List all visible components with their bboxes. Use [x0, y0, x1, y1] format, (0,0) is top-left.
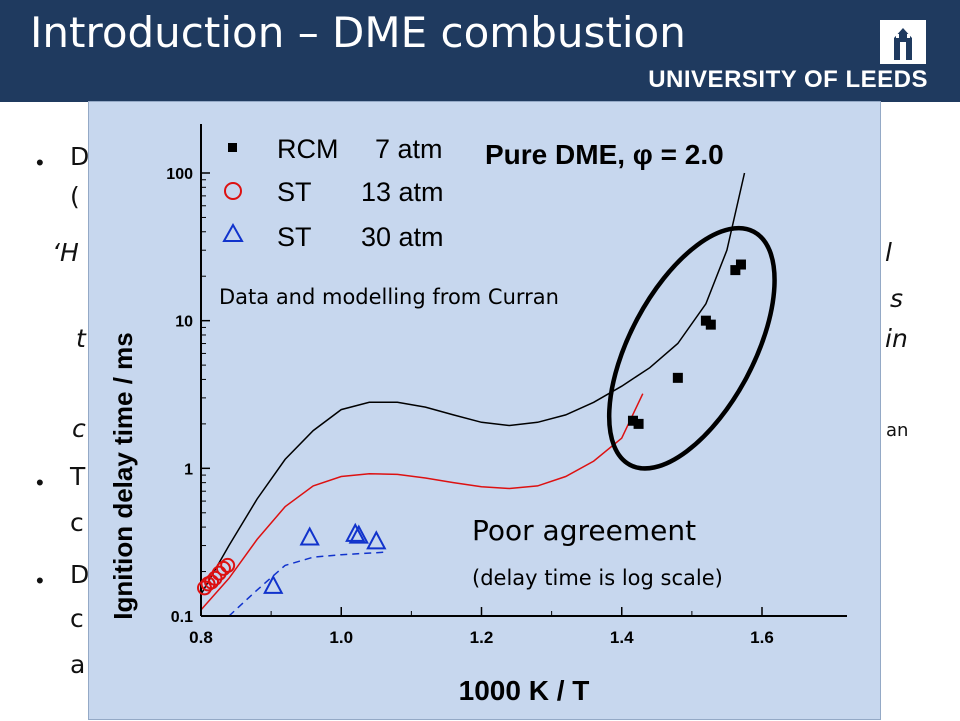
legend-pressure-st13: 13 atm [361, 177, 444, 207]
x-axis-label: 1000 K / T [459, 675, 590, 706]
data-point-st-30atm [345, 522, 366, 542]
legend-marker-rcm [228, 143, 237, 152]
model-curve-1 [200, 393, 644, 611]
chart-panel: 0.8 1.0 1.2 1.4 1.6 0.1 1 10 100 Ignition delay … [88, 101, 881, 720]
bg-text-fragment: in [885, 324, 908, 353]
legend-label-st30: ST [277, 222, 312, 252]
title-bar: Introduction – DME combustion UNIVERSITY… [0, 0, 960, 102]
legend-label-rcm: RCM [277, 134, 339, 164]
data-point-rcm-7atm [672, 372, 683, 383]
bullet-icon: • [36, 568, 44, 593]
data-point-rcm-7atm [627, 415, 638, 426]
data-point-st-30atm [263, 574, 284, 594]
slide-title: Introduction – DME combustion [30, 8, 686, 57]
legend-pressure-st30: 30 atm [361, 222, 444, 252]
data-point-rcm-7atm [633, 418, 644, 429]
bg-text-fragment: c [72, 414, 86, 443]
model-curve-0 [200, 172, 746, 595]
data-point-st-13atm [215, 560, 231, 576]
highlight-ellipse [606, 225, 777, 471]
data-point-rcm-7atm [705, 319, 716, 330]
data-points [197, 259, 746, 596]
ignition-delay-chart: 0.8 1.0 1.2 1.4 1.6 0.1 1 10 100 Ignition delay … [108, 124, 847, 706]
source-annotation: Data and modelling from Curran [219, 285, 559, 309]
data-point-st-30atm [348, 524, 369, 544]
university-crest-icon [880, 20, 926, 64]
legend-marker-st13 [224, 182, 242, 200]
chart-legend: RCM 7 atm ST 13 atm ST 30 atm [222, 134, 444, 252]
bg-text-fragment: c [70, 604, 84, 633]
y-tick-label: 100 [166, 166, 193, 183]
chart-ticks: 0.8 1.0 1.2 1.4 1.6 0.1 1 10 100 [166, 166, 774, 647]
y-tick-label: 1 [184, 461, 193, 478]
condition-label: Pure DME, φ = 2.0 [485, 139, 724, 170]
result-note: (delay time is log scale) [472, 566, 723, 590]
bg-text-fragment: T [70, 462, 86, 491]
x-tick-label: 1.2 [470, 628, 494, 647]
x-tick-label: 0.8 [189, 628, 213, 647]
y-tick-label: 0.1 [171, 609, 193, 626]
bg-text-fragment: l [885, 238, 892, 267]
bg-text-fragment: t [76, 324, 86, 353]
x-tick-label: 1.6 [750, 628, 774, 647]
x-tick-label: 1.4 [610, 628, 634, 647]
data-point-st-13atm [211, 565, 227, 581]
bg-text-fragment: ‘H [52, 238, 79, 267]
legend-label-st13: ST [277, 177, 312, 207]
data-point-rcm-7atm [730, 265, 741, 276]
bg-text-fragment: s [890, 284, 904, 313]
y-tick-label: 10 [175, 314, 193, 331]
legend-pressure-rcm: 7 atm [375, 134, 443, 164]
bg-text-fragment: c [70, 508, 84, 537]
legend-marker-st30 [222, 222, 244, 242]
model-curves [200, 172, 746, 617]
data-point-st-13atm [220, 557, 236, 573]
bg-text-fragment: an [886, 420, 909, 441]
bg-text-fragment: ( [70, 182, 80, 211]
highlight-layer [606, 225, 777, 471]
bullet-icon: • [36, 150, 44, 175]
university-logo-text: UNIVERSITY OF LEEDS [648, 66, 928, 93]
model-curve-2 [228, 551, 384, 617]
data-point-st-13atm [204, 574, 220, 590]
data-point-rcm-7atm [735, 259, 746, 270]
y-axis-label: Ignition delay time / ms [108, 332, 138, 620]
bg-text-fragment: D [70, 560, 90, 589]
x-tick-label: 1.0 [329, 628, 353, 647]
bg-text-fragment: D [70, 142, 90, 171]
bg-text-fragment: a [70, 650, 86, 679]
data-point-st-30atm [299, 526, 320, 546]
bullet-icon: • [36, 470, 44, 495]
result-annotation: Poor agreement [472, 514, 696, 547]
data-point-st-30atm [366, 530, 387, 550]
